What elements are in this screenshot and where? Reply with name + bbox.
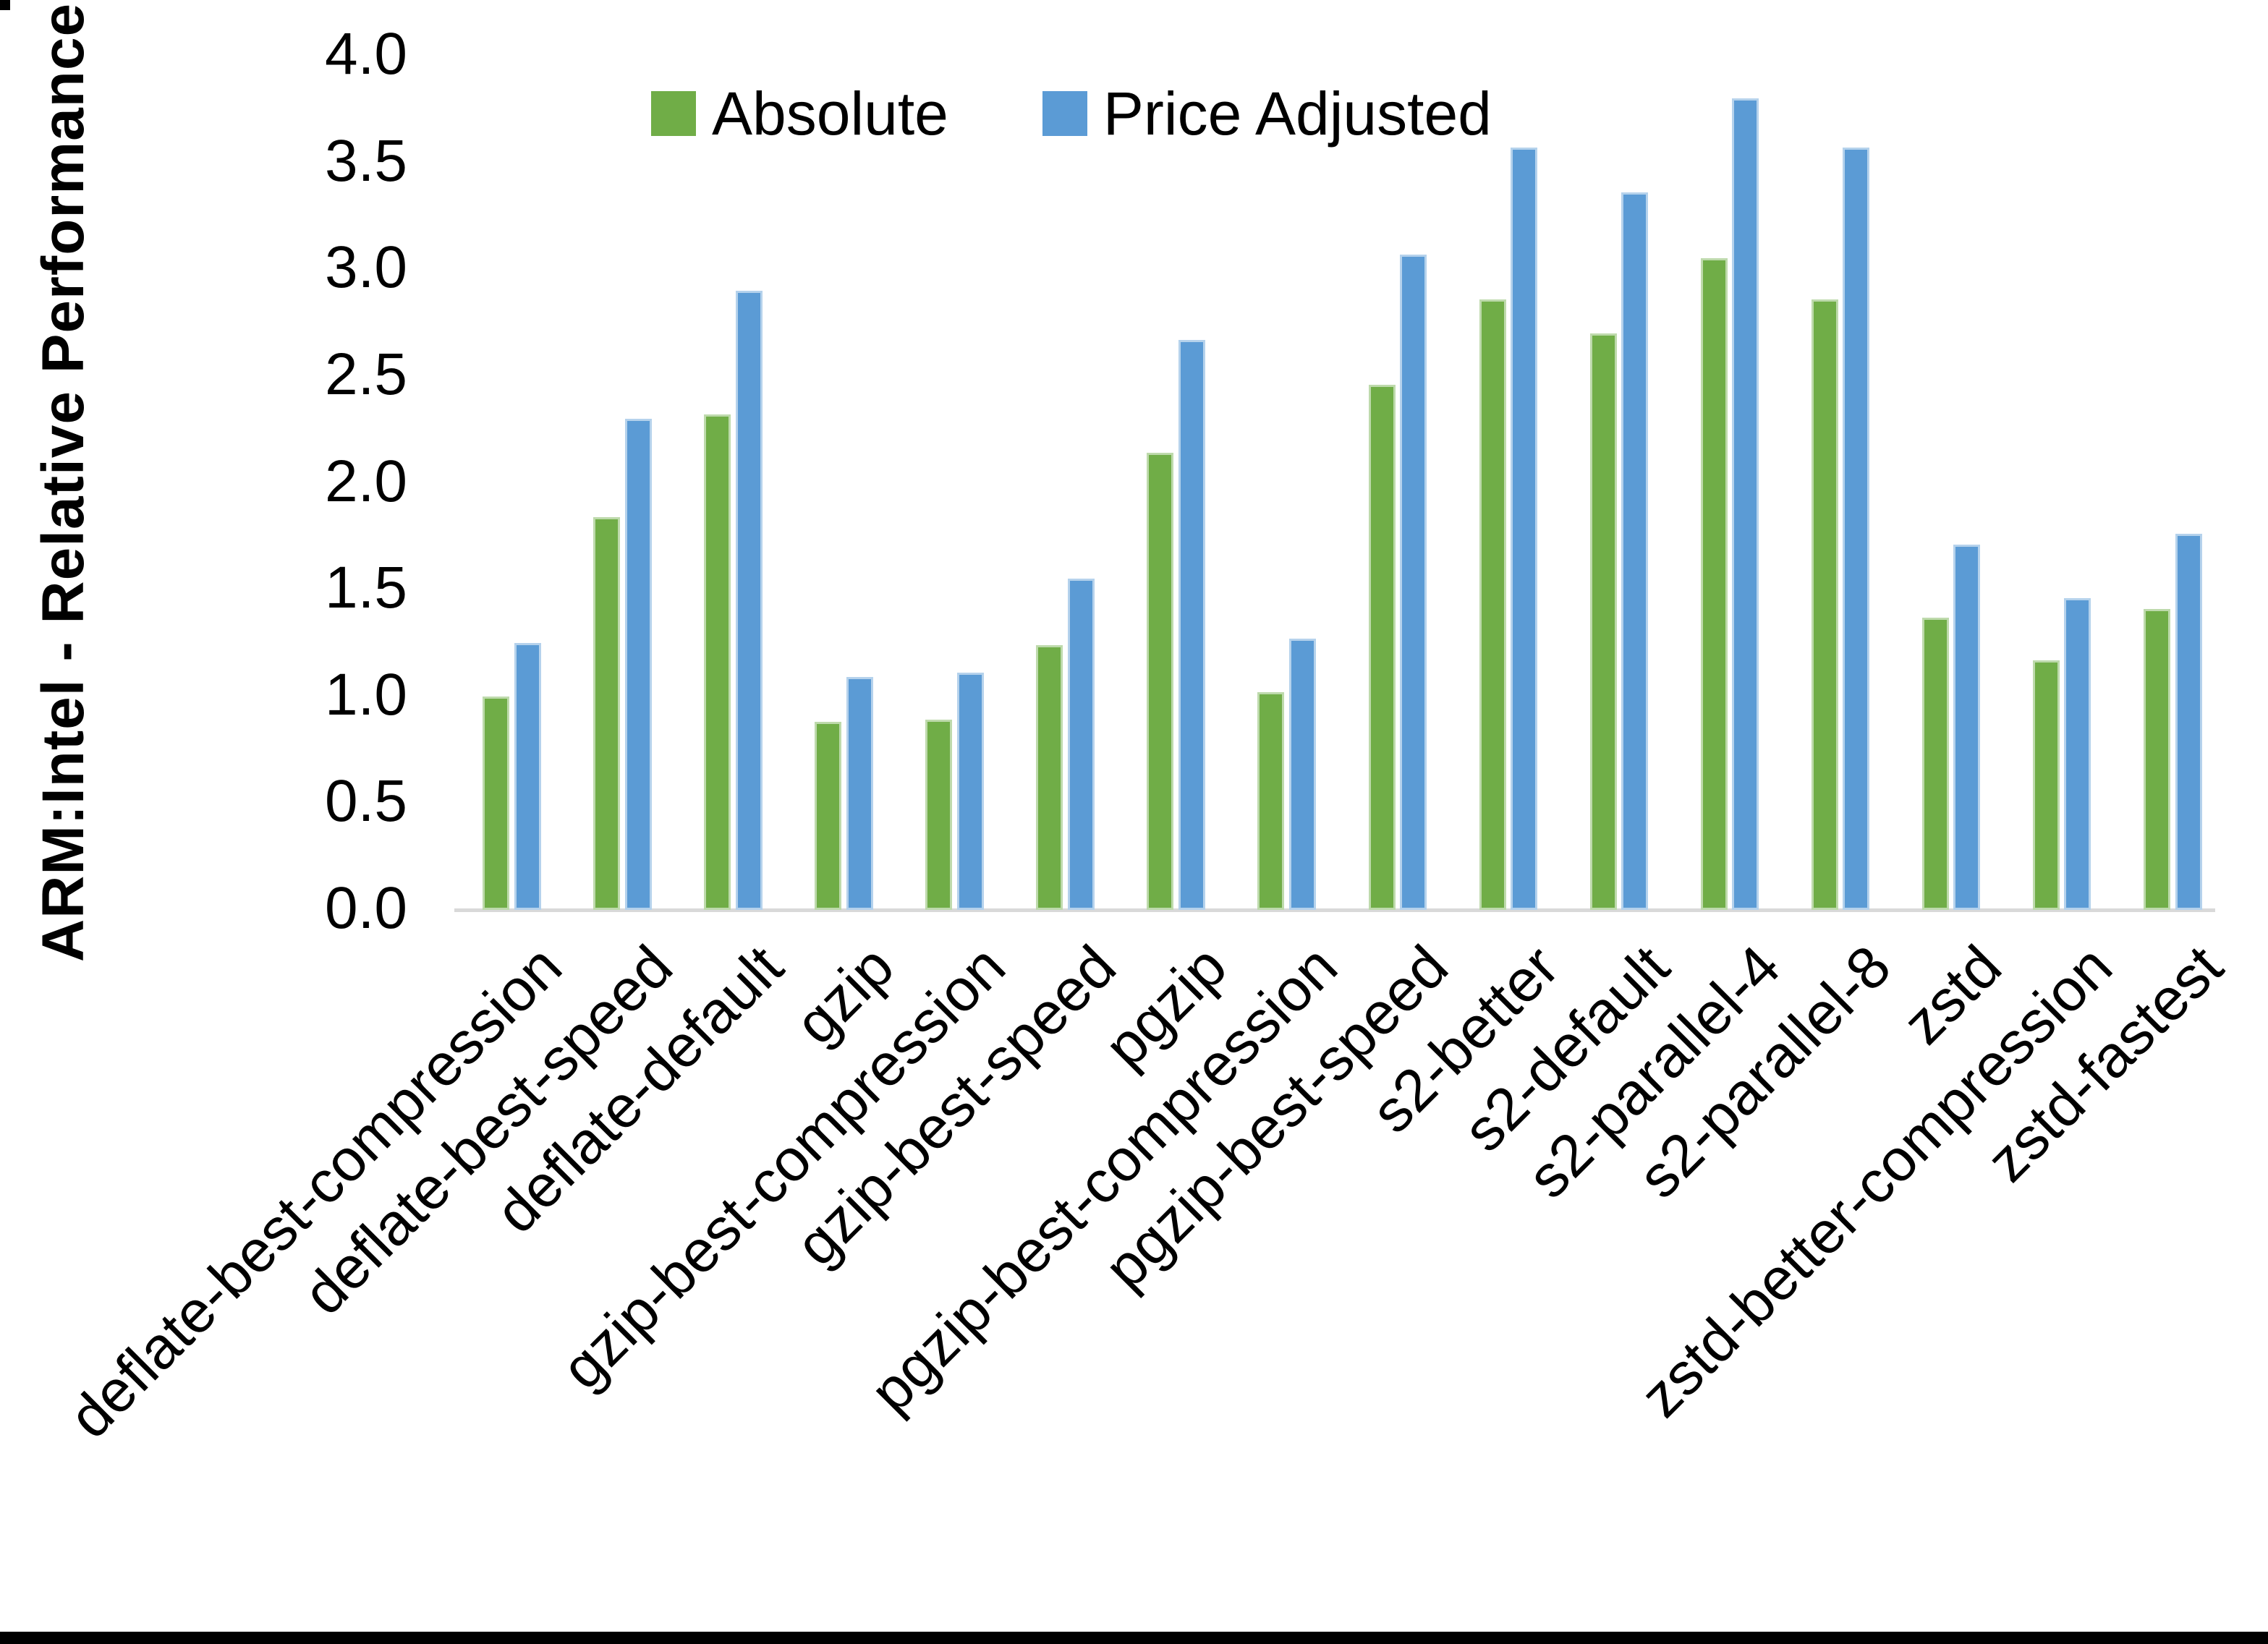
- bar-absolute-pgzip: [1147, 453, 1174, 910]
- legend-swatch-price-adjusted-icon: [1042, 91, 1087, 136]
- x-axis-line: [454, 908, 2215, 912]
- bar-price-adjusted-deflate-default: [735, 290, 763, 910]
- y-tick-label: 1.5: [325, 555, 407, 621]
- bar-absolute-deflate-best-speed: [593, 516, 621, 910]
- bar-absolute-deflate-default: [704, 414, 731, 910]
- legend-item-price-adjusted: Price Adjusted: [1042, 79, 1492, 149]
- y-tick-label: 2.0: [325, 448, 407, 514]
- bar-absolute-deflate-best-compression: [483, 696, 509, 910]
- y-tick-label: 2.5: [325, 341, 407, 407]
- bar-price-adjusted-s2-parallel-8: [1843, 147, 1870, 910]
- bar-absolute-zstd-better-compression: [2032, 660, 2060, 910]
- bottom-border: [0, 1632, 2268, 1644]
- bar-absolute-zstd-fastest: [2144, 608, 2171, 910]
- y-tick-label: 0.0: [325, 875, 407, 942]
- y-tick-label: 0.5: [325, 768, 407, 835]
- bar-price-adjusted-s2-parallel-4: [1732, 98, 1759, 910]
- bar-absolute-s2-better: [1479, 299, 1506, 910]
- bar-price-adjusted-zstd-better-compression: [2064, 597, 2091, 910]
- bar-price-adjusted-gzip-best-compression: [956, 673, 984, 910]
- bar-absolute-gzip-best-speed: [1036, 644, 1063, 910]
- y-tick-label: 4.0: [325, 21, 407, 88]
- bar-price-adjusted-s2-default: [1621, 192, 1649, 910]
- corner-mark: [0, 0, 10, 10]
- bar-absolute-pgzip-best-compression: [1257, 691, 1285, 910]
- legend-swatch-absolute-icon: [651, 91, 696, 136]
- bar-price-adjusted-deflate-best-compression: [514, 642, 541, 910]
- bar-price-adjusted-pgzip-best-speed: [1400, 254, 1427, 910]
- bar-absolute-s2-parallel-4: [1700, 258, 1728, 910]
- bar-price-adjusted-zstd-fastest: [2175, 534, 2202, 910]
- bar-price-adjusted-pgzip: [1178, 339, 1205, 910]
- legend-label-price-adjusted: Price Adjusted: [1103, 79, 1492, 148]
- legend-label-absolute: Absolute: [712, 79, 948, 148]
- y-tick-label: 3.0: [325, 234, 407, 301]
- bar-price-adjusted-zstd: [1953, 545, 1981, 910]
- bar-absolute-s2-parallel-8: [1811, 299, 1838, 910]
- y-tick-label: 1.0: [325, 661, 407, 728]
- bar-absolute-pgzip-best-speed: [1368, 384, 1396, 910]
- bar-price-adjusted-s2-better: [1511, 147, 1538, 910]
- bar-price-adjusted-pgzip-best-compression: [1288, 639, 1316, 910]
- bar-price-adjusted-gzip: [846, 677, 873, 910]
- legend: Absolute Price Adjusted: [651, 79, 1492, 149]
- legend-item-absolute: Absolute: [651, 79, 948, 149]
- bar-price-adjusted-gzip-best-speed: [1067, 579, 1095, 910]
- bar-absolute-gzip: [815, 722, 842, 910]
- bar-absolute-s2-default: [1589, 333, 1617, 910]
- y-tick-label: 3.5: [325, 127, 407, 194]
- bar-absolute-gzip-best-compression: [925, 720, 953, 910]
- bar-price-adjusted-deflate-best-speed: [624, 418, 652, 910]
- bar-absolute-zstd: [1921, 617, 1949, 910]
